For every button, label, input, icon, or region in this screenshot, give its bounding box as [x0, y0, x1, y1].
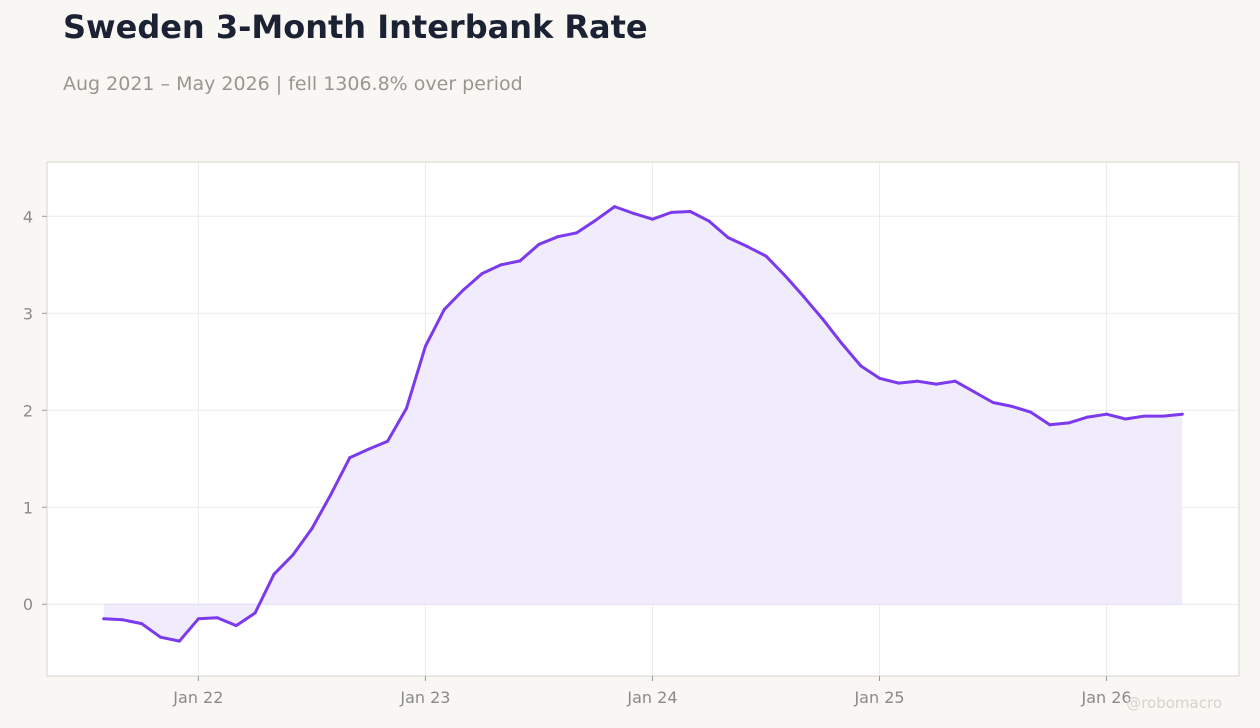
- data-point: [1142, 414, 1146, 418]
- x-tick-label: Jan 22: [172, 688, 223, 707]
- y-tick-label: 2: [23, 401, 33, 420]
- data-point: [102, 617, 106, 621]
- series-group: [102, 205, 1184, 643]
- data-point: [1067, 421, 1071, 425]
- chart-title: Sweden 3-Month Interbank Rate: [63, 8, 648, 46]
- data-point: [404, 406, 408, 410]
- data-point: [291, 553, 295, 557]
- data-point: [386, 439, 390, 443]
- data-point: [783, 273, 787, 277]
- data-point: [594, 218, 598, 222]
- x-tick-label: Jan 25: [853, 688, 904, 707]
- data-point: [802, 295, 806, 299]
- area-fill: [103, 206, 1183, 642]
- data-point: [329, 493, 333, 497]
- data-point: [972, 390, 976, 394]
- data-point: [688, 209, 692, 213]
- data-point: [613, 205, 617, 209]
- y-tick-label: 1: [23, 498, 33, 517]
- data-point: [915, 379, 919, 383]
- data-point: [669, 210, 673, 214]
- data-point: [650, 217, 654, 221]
- chart-subtitle: Aug 2021 – May 2026 | fell 1306.8% over …: [63, 73, 523, 95]
- x-tick-label: Jan 26: [1081, 688, 1132, 707]
- data-point: [1086, 415, 1090, 419]
- data-point: [348, 456, 352, 460]
- data-point: [878, 376, 882, 380]
- data-point: [215, 616, 219, 620]
- data-point: [556, 235, 560, 239]
- y-axis-ticks: 0 1 2 3 4: [23, 207, 47, 614]
- data-point: [726, 236, 730, 240]
- data-point: [461, 288, 465, 292]
- data-point: [423, 344, 427, 348]
- y-tick-label: 0: [23, 595, 33, 614]
- data-point: [1161, 414, 1165, 418]
- data-point: [442, 307, 446, 311]
- data-point: [632, 211, 636, 215]
- data-point: [234, 624, 238, 628]
- data-point: [1010, 404, 1014, 408]
- data-point: [310, 527, 314, 531]
- data-point: [821, 317, 825, 321]
- data-point: [518, 259, 522, 263]
- x-tick-label: Jan 23: [399, 688, 450, 707]
- data-point: [140, 622, 144, 626]
- data-point: [953, 379, 957, 383]
- data-point: [499, 263, 503, 267]
- y-tick-label: 3: [23, 304, 33, 323]
- data-point: [537, 242, 541, 246]
- data-point: [177, 639, 181, 643]
- data-point: [840, 341, 844, 345]
- data-point: [159, 635, 163, 639]
- data-point: [859, 364, 863, 368]
- data-point: [480, 272, 484, 276]
- data-point: [1123, 417, 1127, 421]
- data-point: [272, 572, 276, 576]
- data-point: [764, 254, 768, 258]
- data-point: [196, 617, 200, 621]
- y-tick-label: 4: [23, 207, 33, 226]
- data-point: [707, 219, 711, 223]
- x-axis-ticks: Jan 22 Jan 23 Jan 24 Jan 25 Jan 26: [172, 676, 1132, 707]
- x-tick-label: Jan 24: [626, 688, 677, 707]
- data-point: [1180, 412, 1184, 416]
- data-point: [367, 447, 371, 451]
- data-point: [934, 382, 938, 386]
- series-line: [102, 205, 1184, 643]
- data-point: [121, 618, 125, 622]
- data-point: [896, 381, 900, 385]
- data-point: [745, 244, 749, 248]
- data-point: [1048, 423, 1052, 427]
- data-point: [991, 401, 995, 405]
- data-point: [575, 231, 579, 235]
- data-point: [1029, 410, 1033, 414]
- watermark: @robomacro: [1126, 694, 1222, 712]
- data-point: [1105, 412, 1109, 416]
- data-point: [253, 611, 257, 615]
